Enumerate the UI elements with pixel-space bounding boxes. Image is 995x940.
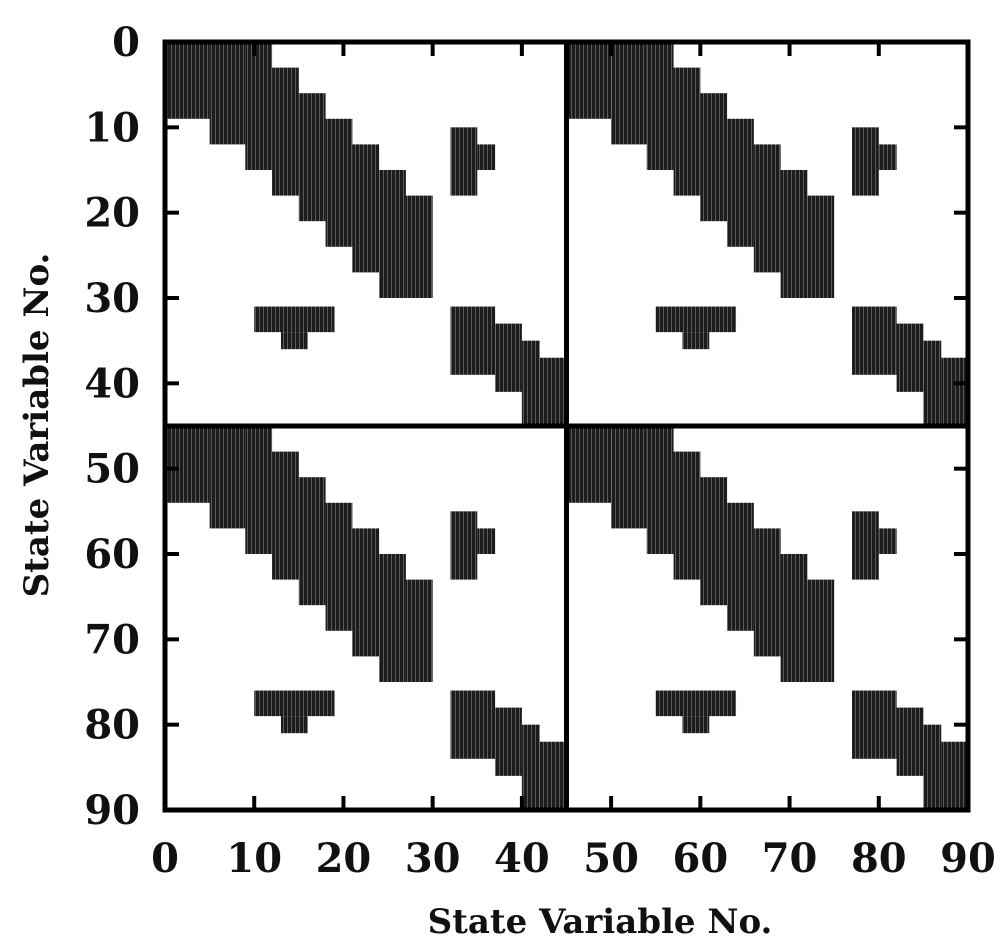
nonzero-cell-b3-3 <box>673 451 701 580</box>
nonzero-cells <box>165 42 968 810</box>
nonzero-cell-b2-7 <box>379 554 406 682</box>
nonzero-cell-b0-6 <box>352 144 380 273</box>
y-tick-label-50: 50 <box>84 446 140 493</box>
y-tick-label-40: 40 <box>84 360 140 407</box>
nonzero-cell-b0-2 <box>245 42 273 170</box>
nonzero-cell-b3-8 <box>807 579 835 682</box>
nonzero-cell-b0-9 <box>450 127 478 196</box>
y-tick-label-80: 80 <box>84 702 140 749</box>
nonzero-cell-b1-14 <box>896 323 924 392</box>
nonzero-cell-b3-0 <box>566 426 612 503</box>
nonzero-cell-b0-15 <box>521 340 540 426</box>
x-tick-label-20: 20 <box>316 835 372 882</box>
x-tick-label-50: 50 <box>583 835 639 882</box>
y-tick-label-60: 60 <box>84 531 140 578</box>
nonzero-cell-b0-7 <box>379 170 406 298</box>
nonzero-cell-b3-10 <box>878 528 897 554</box>
nonzero-cell-b2-0 <box>165 426 210 503</box>
y-tick-labels: 0 10 20 30 40 50 60 70 80 90 <box>84 19 140 834</box>
nonzero-cell-b1-9 <box>852 127 879 196</box>
nonzero-cell-b2-4 <box>298 477 326 606</box>
nonzero-cell-b0-16 <box>539 357 567 426</box>
x-tick-label-70: 70 <box>762 835 818 882</box>
nonzero-cell-b1-13 <box>852 306 897 375</box>
y-tick-label-0: 0 <box>112 19 140 66</box>
x-tick-label-60: 60 <box>672 835 728 882</box>
y-tick-label-30: 30 <box>84 275 140 322</box>
nonzero-cell-b3-11 <box>655 690 737 717</box>
x-tick-labels: 0 10 20 30 40 50 60 70 80 90 <box>151 835 995 882</box>
nonzero-cell-b3-16 <box>941 741 968 810</box>
nonzero-cell-b3-13 <box>852 690 897 759</box>
nonzero-cell-b1-16 <box>941 357 968 426</box>
nonzero-cell-b0-8 <box>405 195 433 298</box>
axis-ticks <box>163 40 970 812</box>
x-axis-title: State Variable No. <box>428 902 773 940</box>
nonzero-cell-b2-11 <box>254 690 335 717</box>
nonzero-cell-b2-8 <box>405 579 433 682</box>
nonzero-cell-b0-1 <box>209 42 246 145</box>
x-tick-label-90: 90 <box>940 835 995 882</box>
nonzero-cell-b1-2 <box>646 42 674 170</box>
nonzero-cell-b0-10 <box>477 144 496 170</box>
nonzero-cell-b1-3 <box>673 67 701 196</box>
nonzero-cell-b1-5 <box>727 118 754 247</box>
nonzero-cell-b0-14 <box>495 323 522 392</box>
nonzero-cell-b1-7 <box>780 170 808 298</box>
nonzero-cell-b1-6 <box>753 144 781 273</box>
nonzero-cell-b2-15 <box>521 724 540 810</box>
x-tick-label-10: 10 <box>226 835 282 882</box>
nonzero-cell-b3-2 <box>646 426 674 554</box>
x-tick-label-0: 0 <box>151 835 179 882</box>
x-tick-label-40: 40 <box>494 835 550 882</box>
nonzero-cell-b1-15 <box>923 340 942 426</box>
nonzero-cell-b3-6 <box>753 528 781 657</box>
nonzero-cell-b0-12 <box>280 332 308 350</box>
nonzero-cell-b2-16 <box>539 741 567 810</box>
nonzero-cell-b3-9 <box>852 511 879 580</box>
nonzero-cell-b1-1 <box>611 42 647 145</box>
y-axis-title: State Variable No. <box>17 253 57 598</box>
nonzero-cell-b0-11 <box>254 306 335 333</box>
nonzero-cell-b1-0 <box>566 42 612 119</box>
nonzero-cell-b1-10 <box>878 144 897 170</box>
x-tick-label-30: 30 <box>405 835 461 882</box>
nonzero-cell-b1-12 <box>682 332 710 350</box>
nonzero-cell-b1-4 <box>700 93 728 222</box>
x-tick-label-80: 80 <box>851 835 907 882</box>
nonzero-cell-b0-13 <box>450 306 496 375</box>
nonzero-cell-b3-5 <box>727 502 754 631</box>
y-tick-label-70: 70 <box>84 616 140 663</box>
nonzero-cell-b3-7 <box>780 554 808 682</box>
nonzero-cell-b2-3 <box>272 451 299 580</box>
nonzero-cell-b3-4 <box>700 477 728 606</box>
nonzero-cell-b2-12 <box>280 716 308 734</box>
y-tick-label-20: 20 <box>84 190 140 237</box>
nonzero-cell-b2-10 <box>477 528 496 554</box>
nonzero-cell-b1-11 <box>655 306 737 333</box>
y-tick-label-10: 10 <box>84 104 140 151</box>
plot-frame <box>162 39 971 813</box>
y-tick-label-90: 90 <box>84 787 140 834</box>
nonzero-cell-b0-3 <box>272 67 299 196</box>
nonzero-cell-b0-4 <box>298 93 326 222</box>
nonzero-cell-b3-15 <box>923 724 942 810</box>
nonzero-cell-b3-12 <box>682 716 710 734</box>
nonzero-cell-b2-5 <box>325 502 353 631</box>
nonzero-cell-b2-1 <box>209 426 246 529</box>
nonzero-cell-b2-6 <box>352 528 380 657</box>
nonzero-cell-b2-9 <box>450 511 478 580</box>
nonzero-cell-b0-0 <box>165 42 210 119</box>
nonzero-cell-b2-14 <box>495 707 522 776</box>
nonzero-cell-b3-14 <box>896 707 924 776</box>
nonzero-cell-b3-1 <box>611 426 647 529</box>
nonzero-cell-b2-2 <box>245 426 273 554</box>
nonzero-cell-b2-13 <box>450 690 496 759</box>
nonzero-cell-b1-8 <box>807 195 835 298</box>
nonzero-cell-b0-5 <box>325 118 353 247</box>
